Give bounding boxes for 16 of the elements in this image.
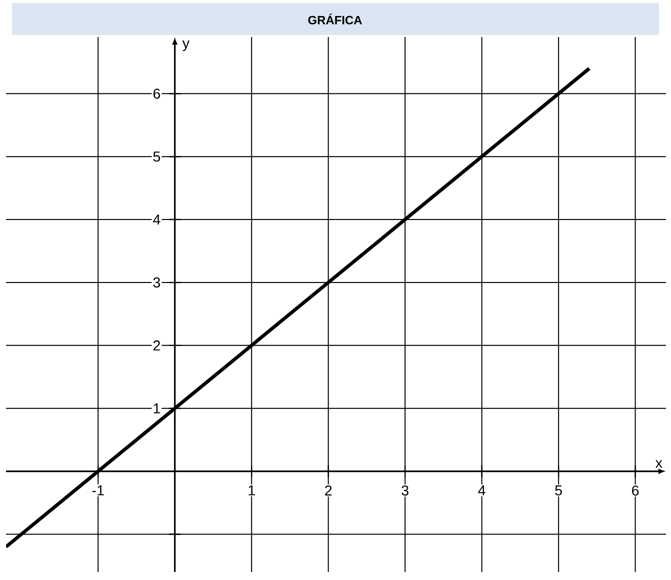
chart-title: GRÁFICA (308, 14, 362, 24)
x-tick-label: 6 (632, 485, 639, 496)
x-tick-label: 1 (248, 485, 255, 496)
y-axis-title: y (182, 40, 190, 52)
y-tick-label: 3 (153, 277, 160, 288)
y-tick-label: 2 (153, 340, 160, 350)
y-tick-label: 6 (153, 88, 160, 99)
x-tick-label: 4 (478, 485, 486, 496)
y-tick-label: 1 (154, 403, 160, 414)
y-tick-label: 4 (153, 214, 160, 224)
y-tick-label: 5 (153, 152, 160, 162)
x-axis-title: x (655, 460, 662, 468)
x-tick-label: -1 (92, 485, 104, 496)
x-tick-label: 2 (325, 485, 332, 496)
x-tick-label: 5 (555, 485, 562, 496)
x-tick-label: 3 (402, 485, 408, 496)
